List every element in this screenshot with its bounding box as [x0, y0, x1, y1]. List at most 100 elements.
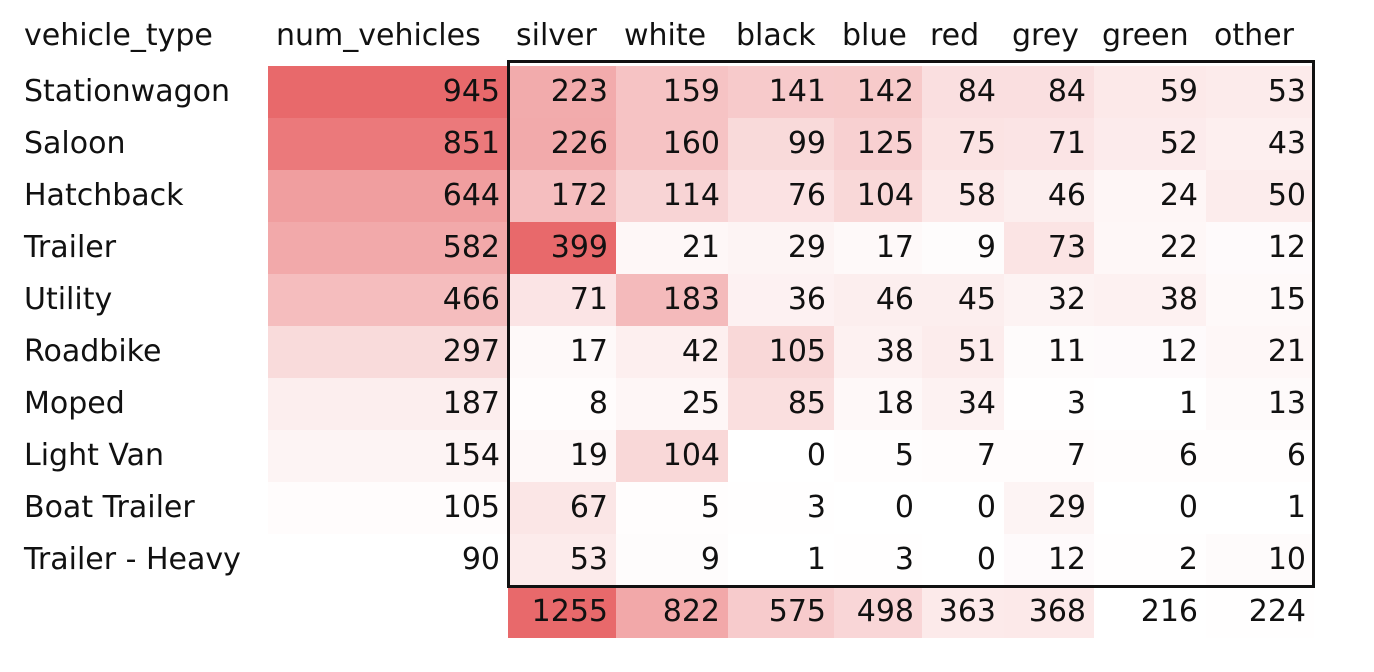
- matrix-cell: 141: [728, 66, 834, 118]
- matrix-cell: 1: [728, 534, 834, 586]
- matrix-cell: 7: [922, 430, 1004, 482]
- column-total: 575: [728, 586, 834, 638]
- matrix-cell: 399: [508, 222, 616, 274]
- matrix-cell: 0: [834, 482, 922, 534]
- matrix-cell: 38: [834, 326, 922, 378]
- matrix-cell: 21: [616, 222, 728, 274]
- matrix-cell: 10: [1206, 534, 1314, 586]
- matrix-cell: 58: [922, 170, 1004, 222]
- matrix-cell: 75: [922, 118, 1004, 170]
- matrix-cell: 0: [922, 482, 1004, 534]
- header-num-vehicles: num_vehicles: [276, 18, 481, 53]
- matrix-cell: 105: [728, 326, 834, 378]
- matrix-cell: 8: [508, 378, 616, 430]
- row-total: 154: [268, 430, 508, 482]
- header-blue: blue: [842, 18, 907, 53]
- row-label: Boat Trailer: [24, 490, 195, 525]
- matrix-cell: 226: [508, 118, 616, 170]
- matrix-cell: 53: [1206, 66, 1314, 118]
- matrix-cell: 36: [728, 274, 834, 326]
- header-red: red: [930, 18, 980, 53]
- row-total: 90: [268, 534, 508, 586]
- matrix-cell: 1: [1094, 378, 1206, 430]
- row-total: 187: [268, 378, 508, 430]
- matrix-cell: 142: [834, 66, 922, 118]
- matrix-cell: 0: [728, 430, 834, 482]
- matrix-cell: 52: [1094, 118, 1206, 170]
- matrix-cell: 114: [616, 170, 728, 222]
- row-label: Light Van: [24, 438, 164, 473]
- matrix-cell: 3: [834, 534, 922, 586]
- row-label: Roadbike: [24, 334, 162, 369]
- header-silver: silver: [516, 18, 597, 53]
- matrix-cell: 6: [1206, 430, 1314, 482]
- row-label: Utility: [24, 282, 113, 317]
- matrix-cell: 38: [1094, 274, 1206, 326]
- header-white: white: [624, 18, 707, 53]
- matrix-cell: 17: [508, 326, 616, 378]
- matrix-cell: 71: [1004, 118, 1094, 170]
- matrix-cell: 73: [1004, 222, 1094, 274]
- matrix-cell: 3: [728, 482, 834, 534]
- matrix-cell: 2: [1094, 534, 1206, 586]
- matrix-cell: 76: [728, 170, 834, 222]
- matrix-cell: 42: [616, 326, 728, 378]
- matrix-cell: 29: [728, 222, 834, 274]
- row-label: Hatchback: [24, 178, 184, 213]
- matrix-cell: 12: [1004, 534, 1094, 586]
- matrix-cell: 223: [508, 66, 616, 118]
- matrix-cell: 5: [616, 482, 728, 534]
- matrix-cell: 21: [1206, 326, 1314, 378]
- matrix-cell: 9: [616, 534, 728, 586]
- matrix-cell: 50: [1206, 170, 1314, 222]
- matrix-cell: 5: [834, 430, 922, 482]
- matrix-cell: 59: [1094, 66, 1206, 118]
- row-label: Saloon: [24, 126, 126, 161]
- matrix-cell: 104: [616, 430, 728, 482]
- row-total: 466: [268, 274, 508, 326]
- matrix-cell: 25: [616, 378, 728, 430]
- matrix-cell: 12: [1206, 222, 1314, 274]
- row-label: Trailer: [24, 230, 117, 265]
- matrix-cell: 99: [728, 118, 834, 170]
- row-total: 851: [268, 118, 508, 170]
- matrix-cell: 29: [1004, 482, 1094, 534]
- matrix-cell: 43: [1206, 118, 1314, 170]
- matrix-cell: 12: [1094, 326, 1206, 378]
- matrix-cell: 17: [834, 222, 922, 274]
- column-total: 498: [834, 586, 922, 638]
- row-label: Moped: [24, 386, 125, 421]
- row-total: 297: [268, 326, 508, 378]
- matrix-cell: 32: [1004, 274, 1094, 326]
- matrix-cell: 7: [1004, 430, 1094, 482]
- matrix-cell: 46: [834, 274, 922, 326]
- matrix-cell: 24: [1094, 170, 1206, 222]
- header-vehicle-type: vehicle_type: [24, 18, 213, 53]
- header-grey: grey: [1012, 18, 1079, 53]
- matrix-cell: 172: [508, 170, 616, 222]
- matrix-cell: 46: [1004, 170, 1094, 222]
- row-total: 105: [268, 482, 508, 534]
- column-total: 822: [616, 586, 728, 638]
- column-total: 363: [922, 586, 1004, 638]
- matrix-cell: 159: [616, 66, 728, 118]
- matrix-cell: 183: [616, 274, 728, 326]
- matrix-cell: 11: [1004, 326, 1094, 378]
- header-green: green: [1102, 18, 1189, 53]
- matrix-cell: 0: [922, 534, 1004, 586]
- matrix-cell: 84: [922, 66, 1004, 118]
- header-other: other: [1214, 18, 1294, 53]
- matrix-cell: 71: [508, 274, 616, 326]
- matrix-cell: 84: [1004, 66, 1094, 118]
- matrix-cell: 45: [922, 274, 1004, 326]
- matrix-cell: 85: [728, 378, 834, 430]
- matrix-cell: 0: [1094, 482, 1206, 534]
- row-total: 945: [268, 66, 508, 118]
- matrix-cell: 53: [508, 534, 616, 586]
- column-total: 216: [1094, 586, 1206, 638]
- matrix-cell: 104: [834, 170, 922, 222]
- matrix-cell: 22: [1094, 222, 1206, 274]
- row-total: 582: [268, 222, 508, 274]
- matrix-cell: 34: [922, 378, 1004, 430]
